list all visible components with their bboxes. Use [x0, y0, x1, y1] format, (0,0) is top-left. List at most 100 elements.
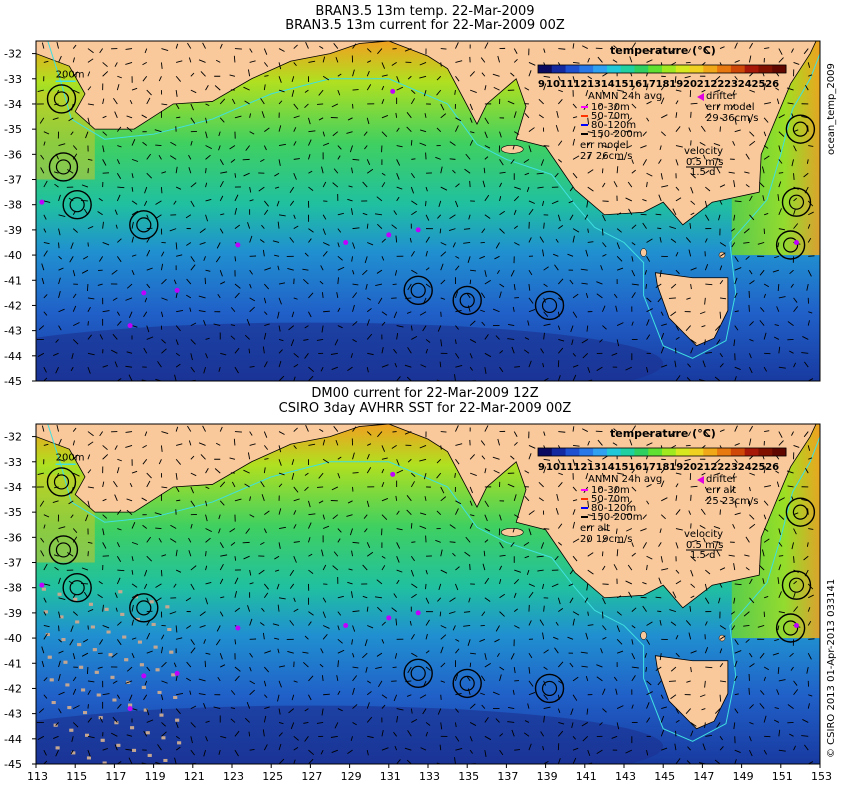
velocity-arrow: [87, 380, 89, 381]
cloud-gap: [130, 726, 135, 730]
velocity-arrow: [642, 581, 647, 585]
depth-key-label: 10-30m: [591, 102, 630, 113]
velocity-arrow: [264, 127, 270, 133]
velocity-arrow: [126, 734, 133, 737]
velocity-arrow: [146, 472, 152, 479]
velocity-arrow: [455, 291, 459, 299]
velocity-arrow: [114, 111, 118, 118]
velocity-arrow: [126, 498, 133, 502]
velocity-arrow: [660, 556, 663, 563]
velocity-arrow: [37, 352, 45, 358]
velocity-arrow: [585, 249, 589, 257]
velocity-arrow: [646, 117, 650, 122]
velocity-key-time: 1.5 d: [690, 550, 715, 561]
velocity-arrow: [143, 311, 148, 318]
velocity-arrow: [585, 632, 589, 640]
velocity-arrow: [278, 431, 285, 435]
velocity-arrow: [58, 577, 61, 585]
velocity-arrow: [528, 297, 534, 304]
velocity-arrow: [116, 639, 122, 646]
velocity-arrow: [116, 542, 120, 548]
velocity-arrow: [43, 294, 48, 299]
velocity-arrow: [205, 131, 208, 139]
velocity-arrow: [175, 426, 179, 432]
velocity-arrow: [419, 512, 427, 516]
cloud-gap: [169, 650, 174, 654]
velocity-arrow: [407, 666, 412, 674]
velocity-arrow: [602, 528, 610, 532]
velocity-arrow: [260, 541, 265, 546]
velocity-arrow: [513, 666, 516, 674]
velocity-arrow: [484, 528, 491, 532]
velocity-arrow: [293, 510, 297, 515]
velocity-arrow: [352, 653, 355, 658]
velocity-arrow: [528, 200, 535, 204]
velocity-arrow: [56, 424, 59, 432]
velocity-arrow: [793, 680, 798, 686]
velocity-arrow: [289, 200, 295, 206]
velocity-arrow: [410, 186, 415, 194]
velocity-arrow: [646, 256, 651, 262]
velocity-arrow: [293, 680, 298, 683]
velocity-arrow: [543, 222, 545, 229]
velocity-arrow: [523, 732, 530, 737]
velocity-arrow: [87, 486, 94, 489]
velocity-arrow: [381, 238, 386, 243]
velocity-arrow: [793, 297, 798, 303]
velocity-arrow: [322, 228, 326, 235]
velocity-arrow: [465, 536, 471, 543]
velocity-arrow: [757, 242, 765, 245]
velocity-arrow: [154, 129, 162, 133]
velocity-arrow: [631, 552, 636, 557]
velocity-arrow: [376, 579, 383, 585]
colorbar-segment: [648, 448, 663, 456]
velocity-arrow: [587, 624, 594, 626]
velocity-arrow: [455, 458, 460, 465]
velocity-arrow: [293, 173, 297, 180]
lon-tick-label: 147: [693, 770, 714, 783]
velocity-arrow: [484, 514, 488, 522]
velocity-arrow: [538, 114, 544, 119]
velocity-arrow: [381, 62, 386, 69]
velocity-arrow: [337, 660, 339, 668]
velocity-arrow: [263, 583, 269, 590]
velocity-arrow: [116, 555, 122, 562]
velocity-arrow: [734, 660, 738, 668]
eddy-circulation-inner: [459, 675, 475, 692]
velocity-arrow: [657, 610, 662, 613]
velocity-arrow: [763, 528, 769, 532]
lat-tick-label: -35: [4, 506, 22, 519]
velocity-arrow: [249, 380, 250, 381]
velocity-arrow: [731, 625, 736, 631]
velocity-arrow: [613, 181, 618, 188]
velocity-arrow: [527, 320, 530, 326]
velocity-arrow: [425, 348, 428, 354]
velocity-arrow: [704, 103, 709, 110]
velocity-arrow: [631, 607, 637, 612]
velocity-arrow: [728, 171, 735, 174]
velocity-arrow: [778, 145, 781, 152]
velocity-arrow: [719, 117, 725, 120]
velocity-arrow: [278, 349, 283, 354]
velocity-arrow: [234, 380, 235, 381]
velocity-arrow: [596, 281, 603, 285]
velocity-arrow: [437, 214, 442, 219]
velocity-arrow: [567, 253, 574, 257]
velocity-arrow: [499, 554, 506, 557]
velocity-arrow: [366, 308, 372, 313]
velocity-arrow: [615, 528, 618, 534]
velocity-arrow: [274, 637, 280, 640]
cloud-gap: [151, 622, 156, 626]
mooring-marker: [415, 227, 421, 233]
velocity-arrow: [704, 200, 708, 208]
velocity-arrow: [304, 635, 309, 640]
eddy-circulation: [775, 230, 806, 260]
velocity-arrow: [543, 75, 551, 78]
colorbar-segment: [730, 65, 746, 73]
velocity-arrow: [557, 347, 564, 354]
velocity-arrow: [249, 131, 255, 135]
velocity-arrow: [366, 467, 372, 474]
velocity-arrow: [774, 638, 779, 642]
velocity-arrow: [249, 113, 251, 118]
velocity-arrow: [278, 76, 282, 83]
